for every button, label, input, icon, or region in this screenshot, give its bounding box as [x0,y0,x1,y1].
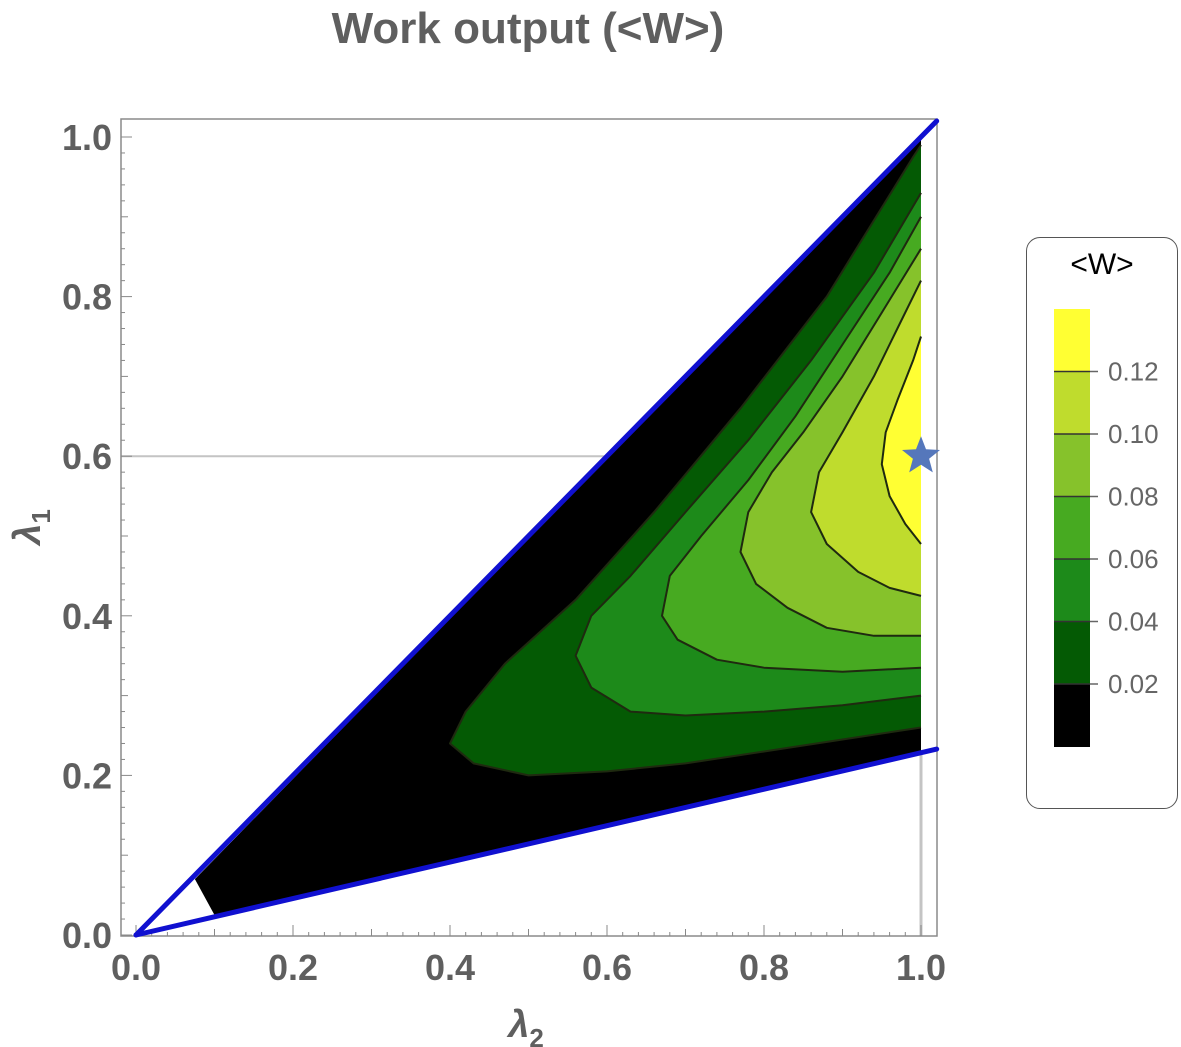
y-axis-label: λ1 [7,509,56,547]
contour-line-0.06 [661,216,922,673]
legend-band [1053,558,1090,622]
y-tick-label: 0.8 [62,277,112,318]
legend-band [1053,308,1090,372]
legend-tick-label: 0.08 [1108,481,1159,511]
chart-title: Work output (<W>) [331,4,725,53]
y-tick-label: 0.6 [62,436,112,477]
contour-bands [194,137,921,915]
x-tick-label: 0.2 [268,947,318,988]
guide-lines [121,455,923,936]
legend-colorbar: 0.02 0.04 0.06 0.08 0.10 0.12 [1053,308,1159,747]
star-marker [902,436,940,473]
x-tick-label: 1.0 [896,947,946,988]
boundary-line-upper [133,118,940,938]
y-tick-label: 0.0 [62,915,112,956]
x-axis-label-sub: 2 [529,1023,543,1047]
band-above-0.1 [811,280,921,596]
contour-line-0.12 [880,336,922,545]
contour-line-0.02 [449,144,922,777]
contour-line-0.08 [739,248,922,637]
band-above-0.12 [881,336,921,544]
legend-band [1053,683,1090,747]
x-tick-label: 0.8 [739,947,789,988]
y-axis-label-main: λ [7,524,49,547]
legend-tick-label: 0.06 [1108,544,1159,574]
contour-line-0.04 [574,192,922,717]
legend-tick-label: 0.02 [1108,669,1159,699]
legend-band [1053,433,1090,497]
x-tick-label: 0.6 [582,947,632,988]
y-tick-label: 0.4 [62,596,112,637]
axis-tick-labels: 0.0 0.2 0.4 0.6 0.8 1.0 0.0 0.2 0.4 0.6 0.8 1.0 [62,117,946,988]
legend-tick-label: 0.12 [1108,356,1159,386]
y-axis-label-sub: 1 [26,509,56,523]
contour-lines [449,144,922,777]
x-tick-label: 0.0 [111,947,161,988]
boundary-lines [133,118,940,938]
x-tick-label: 0.4 [425,947,475,988]
y-tick-label: 0.2 [62,755,112,796]
boundary-line-lower [133,746,940,938]
x-axis-label-main: λ [506,1004,529,1046]
optimum-marker [902,436,940,473]
legend-band [1053,371,1090,434]
x-axis-label: λ2 [506,1004,544,1047]
legend-band [1053,621,1090,684]
y-tick-label: 1.0 [62,117,112,158]
legend: <W> 0.02 0.04 0.06 0.08 0.10 0.12 [1026,237,1178,809]
legend-band [1053,496,1090,559]
legend-tick-label: 0.10 [1108,419,1159,449]
legend-tick-label: 0.04 [1108,606,1159,636]
contour-line-0.1 [810,280,922,597]
axis-ticks [121,136,922,936]
legend-title: <W> [1070,248,1134,281]
